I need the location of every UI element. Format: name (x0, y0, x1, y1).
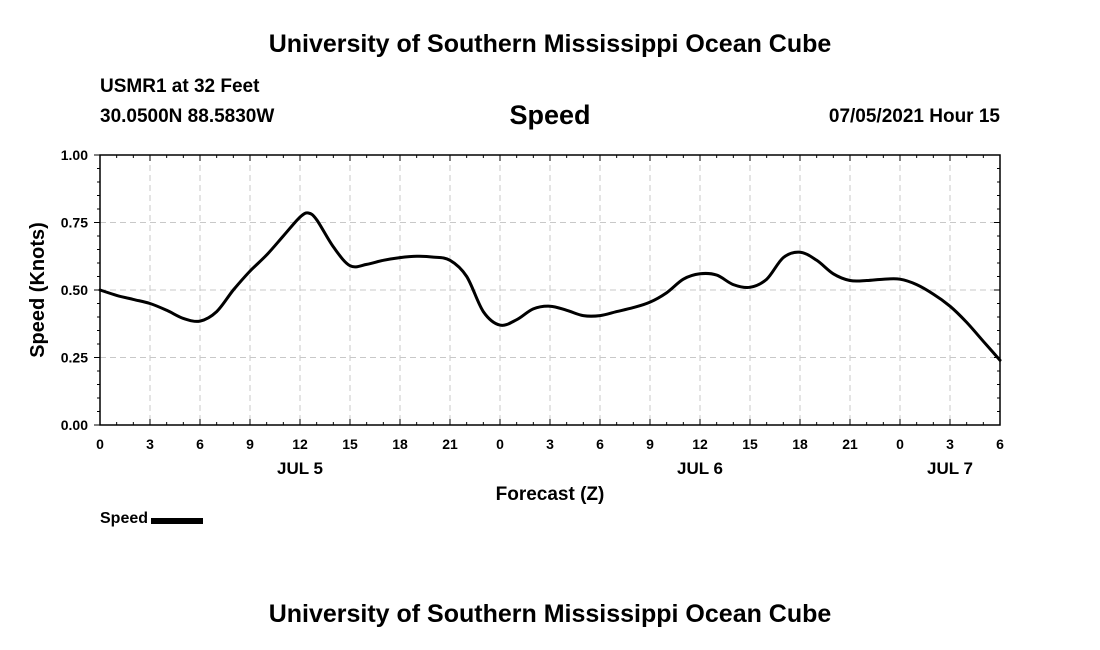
x-tick-label: 18 (392, 436, 408, 452)
y-tick-label: 0.25 (61, 350, 88, 366)
x-tick-label: 21 (842, 436, 858, 452)
y-tick-label: 0.00 (61, 417, 88, 433)
date-label: JUL 6 (677, 459, 723, 478)
y-tick-label: 0.50 (61, 282, 88, 298)
grid (100, 155, 1000, 425)
y-tick-label: 1.00 (61, 147, 88, 163)
chart-title-top: University of Southern Mississippi Ocean… (268, 30, 832, 58)
x-tick-label: 15 (342, 436, 358, 452)
x-tick-label: 9 (246, 436, 254, 452)
x-tick-label: 12 (692, 436, 708, 452)
coordinates-label: 30.0500N 88.5830W (100, 106, 275, 127)
x-tick-label: 15 (742, 436, 758, 452)
station-label: USMR1 at 32 Feet (100, 76, 260, 97)
x-tick-label: 6 (996, 436, 1004, 452)
date-label: JUL 5 (277, 459, 323, 478)
y-axis-label: Speed (Knots) (27, 222, 49, 358)
x-tick-label: 0 (96, 436, 104, 452)
x-tick-label: 12 (292, 436, 308, 452)
legend-swatch (151, 517, 204, 524)
chart-title-bottom: University of Southern Mississippi Ocean… (268, 600, 832, 628)
x-tick-label: 6 (596, 436, 604, 452)
x-tick-label: 18 (792, 436, 808, 452)
legend: Speed (100, 510, 204, 528)
x-tick-label: 3 (146, 436, 154, 452)
axis-tick-labels: 0 3 6 9 12 15 18 21 0 3 6 9 12 15 18 21 0 3 6 0.00 0.25 0.50 0… (61, 147, 1004, 478)
x-tick-label: 21 (442, 436, 458, 452)
x-tick-label: 9 (646, 436, 654, 452)
y-tick-label: 0.75 (61, 215, 88, 231)
date-label: JUL 7 (927, 459, 973, 478)
x-tick-label: 3 (546, 436, 554, 452)
x-axis-label: Forecast (Z) (496, 484, 605, 505)
datetime-label: 07/05/2021 Hour 15 (828, 106, 1000, 127)
legend-label: Speed (100, 510, 149, 527)
x-tick-label: 3 (946, 436, 954, 452)
x-tick-label: 0 (496, 436, 504, 452)
series-line-speed (98, 211, 1002, 362)
variable-title: Speed (509, 100, 591, 130)
x-tick-label: 6 (196, 436, 204, 452)
series-layer (98, 211, 1002, 362)
axis-ticks (94, 154, 1001, 426)
x-tick-label: 0 (896, 436, 904, 452)
